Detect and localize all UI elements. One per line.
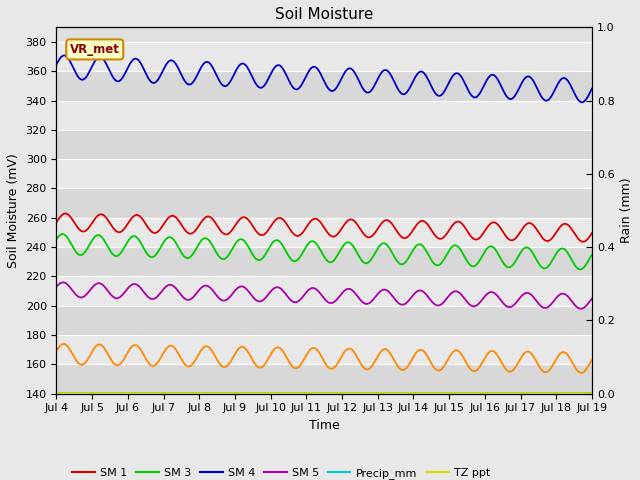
Y-axis label: Rain (mm): Rain (mm) [620,178,633,243]
Bar [56,42,592,71]
Bar [56,130,592,159]
Bar [56,71,592,100]
Title: Soil Moisture: Soil Moisture [275,7,373,22]
Bar [56,189,592,218]
Bar [56,100,592,130]
Bar [56,218,592,247]
Bar [56,276,592,306]
Bar [56,159,592,189]
Text: VR_met: VR_met [70,43,120,56]
Y-axis label: Soil Moisture (mV): Soil Moisture (mV) [7,153,20,268]
X-axis label: Time: Time [309,419,340,432]
Bar [56,247,592,276]
Bar [56,306,592,335]
Bar [56,335,592,364]
Bar [56,364,592,394]
Legend: SM 1, SM 2, SM 3, SM 4, SM 5, Precip_mm, TZ ppt: SM 1, SM 2, SM 3, SM 4, SM 5, Precip_mm,… [68,464,495,480]
